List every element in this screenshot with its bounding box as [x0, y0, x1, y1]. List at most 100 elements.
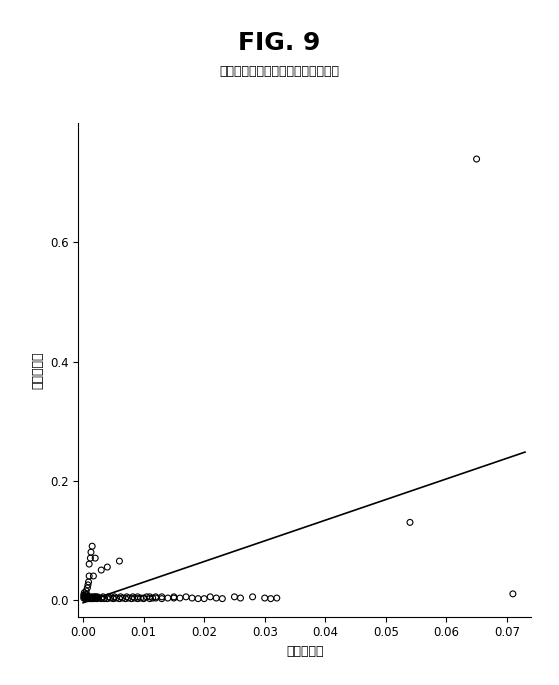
Point [86, 593, 94, 603]
Point [80, 590, 89, 601]
Point [121, 593, 130, 604]
Point [266, 593, 275, 604]
Point [84, 571, 93, 582]
Point [82, 592, 91, 603]
Point [89, 571, 98, 582]
Point [112, 593, 121, 603]
Point [91, 593, 100, 603]
Point [97, 564, 106, 575]
Point [139, 593, 148, 603]
Point [115, 593, 124, 604]
Point [97, 593, 106, 604]
Point [97, 593, 106, 603]
Point [79, 593, 88, 603]
Point [169, 591, 178, 602]
Point [80, 593, 89, 604]
Point [157, 593, 166, 604]
Point [92, 593, 101, 603]
Point [142, 591, 151, 602]
X-axis label: 水平共同性: 水平共同性 [286, 645, 324, 658]
Point [103, 562, 112, 573]
Point [93, 593, 102, 604]
Point [212, 593, 221, 603]
Point [200, 593, 209, 604]
Point [82, 589, 91, 600]
Point [218, 593, 227, 604]
Point [84, 593, 93, 604]
Point [88, 593, 97, 604]
Point [109, 593, 118, 604]
Point [260, 593, 269, 603]
Point [163, 593, 172, 603]
Point [193, 593, 202, 604]
Point [83, 593, 92, 604]
Point [472, 153, 481, 164]
Point [188, 593, 197, 603]
Point [169, 593, 178, 603]
Point [115, 556, 124, 566]
Point [83, 582, 92, 593]
Point [84, 577, 93, 588]
Point [157, 591, 166, 602]
Point [109, 593, 118, 603]
Point [104, 591, 113, 602]
Point [81, 588, 90, 599]
Point [124, 593, 133, 603]
Point [148, 593, 157, 603]
Point [94, 593, 103, 603]
Point [272, 593, 281, 603]
Point [86, 553, 95, 564]
Point [87, 547, 96, 558]
Point [133, 591, 142, 602]
Point [103, 593, 112, 604]
Point [87, 593, 96, 604]
Point [230, 591, 239, 602]
Point [88, 591, 97, 602]
Point [79, 590, 88, 601]
Point [145, 591, 154, 602]
Point [93, 591, 102, 602]
Point [116, 591, 125, 602]
Point [81, 593, 90, 603]
Point [82, 586, 91, 597]
Point [83, 593, 92, 603]
Point [83, 580, 92, 590]
Point [91, 553, 100, 564]
Point [145, 593, 154, 604]
Point [106, 593, 115, 603]
Point [80, 591, 89, 602]
Point [151, 591, 160, 602]
Point [405, 517, 414, 528]
Text: 注視の垂直および水平共同性の関係: 注視の垂直および水平共同性の関係 [220, 65, 339, 78]
Point [100, 593, 109, 604]
Point [130, 593, 139, 603]
Point [509, 588, 518, 599]
Point [176, 593, 184, 603]
Point [248, 591, 257, 602]
Point [122, 591, 131, 602]
Point [88, 540, 97, 551]
Text: FIG. 9: FIG. 9 [238, 31, 321, 55]
Point [87, 593, 96, 603]
Point [91, 591, 100, 602]
Point [90, 591, 99, 602]
Point [89, 593, 98, 604]
Point [136, 593, 145, 603]
Point [127, 593, 136, 604]
Point [133, 593, 142, 604]
Point [98, 591, 107, 602]
Point [182, 591, 191, 602]
Point [110, 591, 119, 602]
Point [80, 587, 89, 598]
Point [139, 593, 148, 604]
Point [82, 591, 91, 602]
Point [84, 591, 93, 602]
Point [118, 593, 127, 603]
Point [84, 558, 93, 569]
Point [151, 593, 160, 603]
Y-axis label: 垂直共同性: 垂直共同性 [31, 351, 44, 388]
Point [128, 591, 137, 602]
Point [86, 591, 95, 602]
Point [206, 591, 215, 602]
Point [236, 593, 245, 603]
